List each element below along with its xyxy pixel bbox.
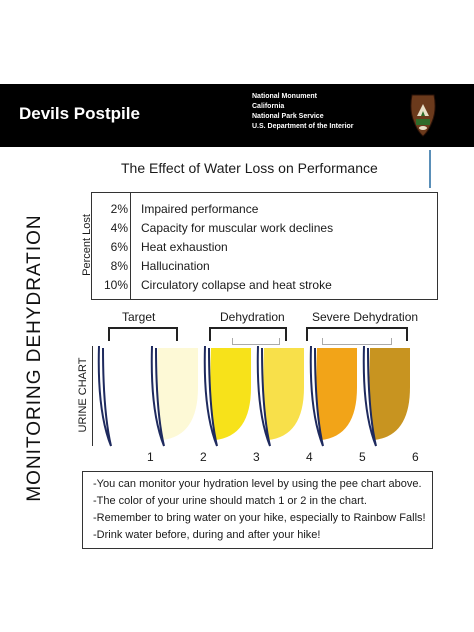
percent-cell: 8% <box>110 259 128 273</box>
park-name: Devils Postpile <box>19 104 140 123</box>
effects-title: The Effect of Water Loss on Performance <box>121 160 378 176</box>
sample-number: 3 <box>253 450 260 464</box>
effect-cell: Heat exhaustion <box>141 240 228 254</box>
category-target: Target <box>122 310 156 324</box>
agency-line: California <box>252 103 285 110</box>
category-severe: Severe Dehydration <box>312 310 419 324</box>
note-line: -The color of your urine should match 1 … <box>93 495 367 507</box>
dehydration-bracket <box>209 327 287 341</box>
agency-line: National Park Service <box>252 113 324 120</box>
note-line: -Drink water before, during and after yo… <box>93 529 321 541</box>
notes-box: -You can monitor your hydration level by… <box>82 471 433 549</box>
bracket-accent <box>322 338 392 345</box>
percent-cell: 2% <box>110 202 128 216</box>
urine-sample-2 <box>157 348 198 440</box>
percent-cell: 4% <box>110 221 128 235</box>
urine-chart-ylabel: URINE CHART <box>76 346 90 444</box>
table-divider <box>130 193 131 299</box>
divider-line <box>429 150 431 188</box>
urine-sample-1 <box>104 348 145 440</box>
effect-column: Impaired performance Capacity for muscul… <box>141 200 333 295</box>
severe-bracket <box>306 327 408 341</box>
urine-chart-ylabel-text: URINE CHART <box>77 357 89 433</box>
cup-outline <box>362 345 377 447</box>
urine-sample-6 <box>369 348 410 440</box>
urine-sample-3 <box>210 348 251 440</box>
sample-number: 5 <box>359 450 366 464</box>
target-bracket <box>108 327 178 341</box>
cup-outline <box>309 345 324 447</box>
agency-line: National Monument <box>252 93 317 100</box>
sample-number: 6 <box>412 450 419 464</box>
percent-cell: 10% <box>103 278 128 292</box>
side-title: MONITORING DEHYDRATION <box>20 185 50 530</box>
category-dehydration: Dehydration <box>220 310 285 324</box>
sample-number: 2 <box>200 450 207 464</box>
cup-outline <box>256 345 271 447</box>
header-bar: Devils Postpile National Monument Califo… <box>0 84 474 147</box>
side-title-text: MONITORING DEHYDRATION <box>24 213 45 502</box>
effect-cell: Circulatory collapse and heat stroke <box>141 278 332 292</box>
cup-outline <box>150 345 165 447</box>
effect-cell: Impaired performance <box>141 202 259 216</box>
percent-column: 2% 4% 6% 8% 10% <box>92 200 128 295</box>
sample-number: 4 <box>306 450 313 464</box>
percent-cell: 6% <box>110 240 128 254</box>
note-line: -You can monitor your hydration level by… <box>93 478 422 490</box>
cup-outline <box>97 345 112 447</box>
urine-sample-5 <box>316 348 357 440</box>
agency-line: U.S. Department of the Interior <box>252 123 354 130</box>
effects-table: 2% 4% 6% 8% 10% Impaired performance Cap… <box>91 192 438 300</box>
urine-color-chart <box>97 345 410 447</box>
nps-arrowhead-logo <box>410 94 436 137</box>
agency-block: National Monument California National Pa… <box>252 92 354 132</box>
cup-outline <box>203 345 218 447</box>
effect-cell: Hallucination <box>141 259 210 273</box>
effect-cell: Capacity for muscular work declines <box>141 221 334 235</box>
urine-sample-4 <box>263 348 304 440</box>
chart-axis <box>92 346 93 446</box>
bracket-accent <box>232 338 280 345</box>
note-line: -Remember to bring water on your hike, e… <box>93 512 426 524</box>
sample-number: 1 <box>147 450 154 464</box>
